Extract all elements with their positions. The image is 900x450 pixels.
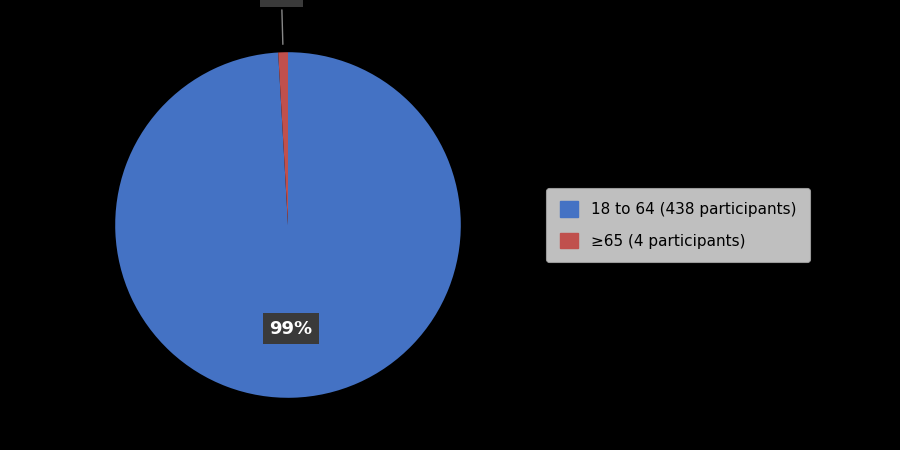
Text: 99%: 99%: [269, 320, 312, 338]
Text: 1%: 1%: [266, 0, 297, 44]
Wedge shape: [115, 52, 461, 398]
Wedge shape: [278, 52, 288, 225]
Legend: 18 to 64 (438 participants), ≥65 (4 participants): 18 to 64 (438 participants), ≥65 (4 part…: [546, 188, 810, 262]
